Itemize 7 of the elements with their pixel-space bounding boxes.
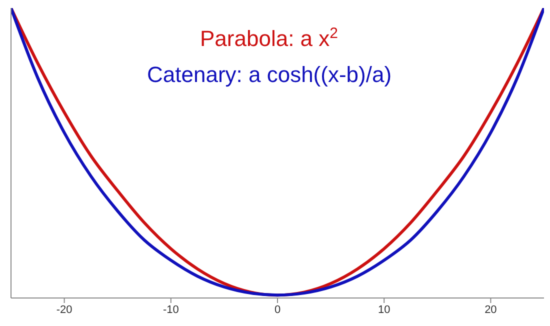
x-tick-label: 0	[274, 304, 281, 316]
x-tick-label: 20	[484, 304, 497, 316]
x-tick-label: -10	[162, 304, 179, 316]
x-tick-label: -20	[56, 304, 72, 316]
text: Parabola: a x$^{2}$	[200, 24, 338, 51]
x-tick-label: 10	[378, 304, 390, 316]
text: Catenary: a cosh((x-b)/a)	[147, 62, 392, 87]
